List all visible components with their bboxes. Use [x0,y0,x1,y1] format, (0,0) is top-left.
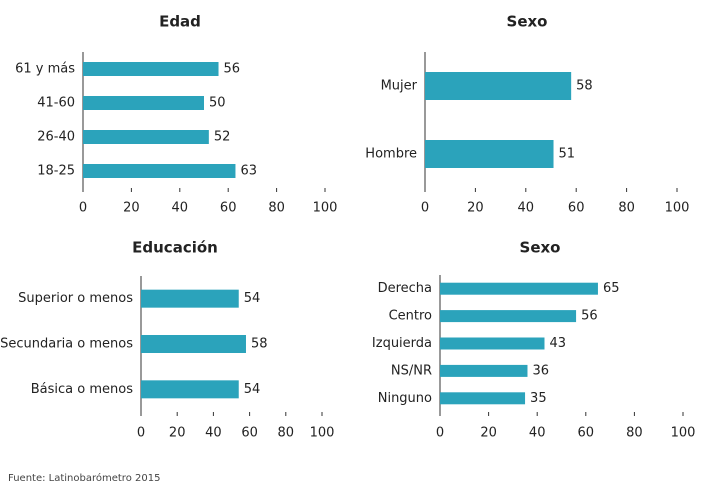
category-label: Mujer [381,79,418,94]
x-tick-label: 40 [529,426,546,441]
data-label: 63 [240,164,257,179]
panel-title: Edad [159,13,201,31]
data-label: 43 [549,336,566,351]
x-tick-label: 100 [671,426,696,441]
panel-title: Sexo [520,239,561,257]
panel-title: Sexo [507,13,548,31]
data-label: 58 [251,337,268,352]
x-tick-label: 60 [568,201,585,216]
bar [440,392,526,405]
x-tick-label: 100 [313,201,338,216]
data-label: 50 [209,96,226,111]
x-tick-label: 0 [137,426,145,441]
bar [83,164,236,178]
bar [440,337,545,350]
x-tick-label: 0 [421,201,429,216]
bar [83,62,219,76]
x-tick-label: 40 [518,201,535,216]
x-tick-label: 0 [436,426,444,441]
bar [440,310,577,323]
x-tick-label: 60 [578,426,595,441]
x-tick-label: 80 [278,426,295,441]
bar [83,96,204,110]
x-tick-label: 60 [220,201,237,216]
x-tick-label: 40 [205,426,222,441]
category-label: Básica o menos [31,382,133,397]
x-tick-label: 80 [626,426,643,441]
bar [141,335,246,353]
x-tick-label: 20 [123,201,140,216]
category-label: 61 y más [15,62,75,77]
bar [440,364,528,377]
category-label: 18-25 [37,164,75,179]
category-label: Superior o menos [18,291,133,306]
x-tick-label: 40 [172,201,189,216]
data-label: 65 [603,281,620,296]
category-label: NS/NR [391,363,432,378]
x-tick-label: 100 [310,426,335,441]
category-label: Hombre [365,147,417,162]
category-label: 26-40 [37,130,75,145]
category-label: Izquierda [372,336,432,351]
x-tick-label: 20 [169,426,186,441]
data-label: 35 [530,391,547,406]
source-note: Fuente: Latinobarómetro 2015 [8,472,160,484]
data-label: 58 [576,79,593,94]
data-label: 56 [224,62,241,77]
category-label: 41-60 [37,96,75,111]
data-label: 54 [244,291,261,306]
category-label: Derecha [378,281,432,296]
x-tick-label: 20 [467,201,484,216]
x-tick-label: 80 [618,201,635,216]
data-label: 51 [559,147,576,162]
bar [425,140,554,168]
x-tick-label: 100 [665,201,690,216]
category-label: Centro [389,309,432,324]
bar [141,380,239,399]
data-label: 56 [581,309,598,324]
data-label: 36 [532,363,549,378]
data-label: 52 [214,130,231,145]
x-tick-label: 20 [480,426,497,441]
data-label: 54 [244,382,261,397]
x-tick-label: 60 [241,426,258,441]
x-tick-label: 80 [268,201,285,216]
bar [425,72,572,100]
bar [440,282,598,295]
panel-title: Educación [132,239,218,257]
bar [83,130,209,144]
x-tick-label: 0 [79,201,87,216]
category-label: Ninguno [378,391,432,406]
bar [141,289,239,308]
category-label: Secundaria o menos [0,337,133,352]
